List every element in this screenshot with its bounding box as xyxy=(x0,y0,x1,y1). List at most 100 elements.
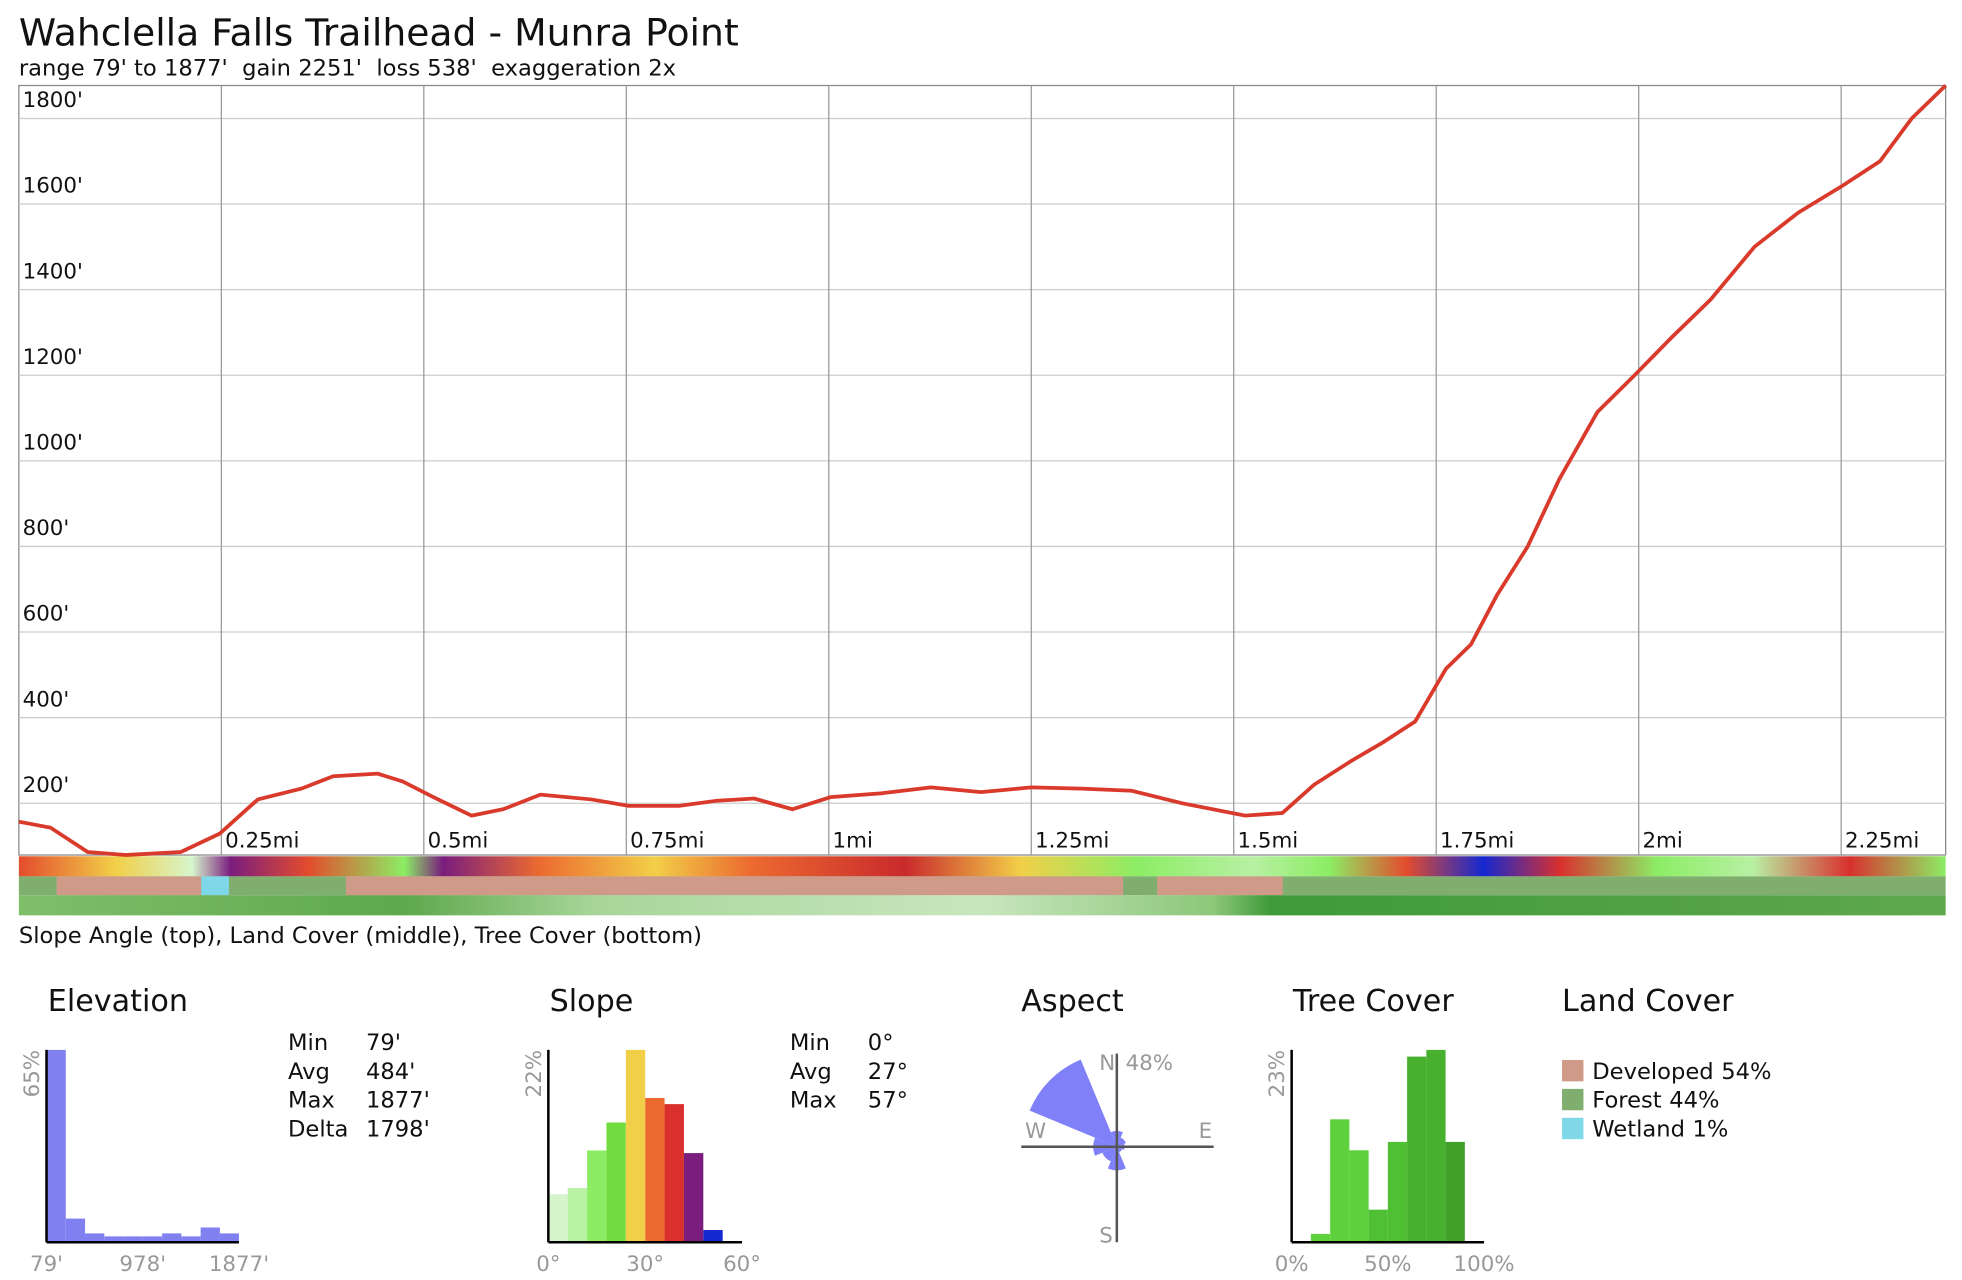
bar xyxy=(548,1194,568,1243)
stat-value: 0° xyxy=(868,1030,894,1056)
stat-name: Min xyxy=(790,1030,830,1056)
developed-segment xyxy=(1157,876,1283,896)
bar xyxy=(1368,1209,1388,1243)
y-tick-label: 22% xyxy=(522,1050,547,1097)
y-tick-label: 600' xyxy=(23,602,70,627)
elevation-line xyxy=(18,84,1947,857)
strip-caption: Slope Angle (top), Land Cover (middle), … xyxy=(19,923,702,949)
y-tick-label: 400' xyxy=(23,687,70,712)
bar xyxy=(1330,1119,1350,1243)
bar xyxy=(200,1227,220,1243)
legend-swatch xyxy=(1562,1088,1584,1111)
bar xyxy=(46,1049,66,1243)
rose-wedge xyxy=(1102,1146,1117,1162)
y-tick-label: 1200' xyxy=(23,345,83,370)
developed-segment xyxy=(56,876,202,896)
bar xyxy=(142,1236,163,1243)
y-tick-label: 1600' xyxy=(23,174,83,199)
bar xyxy=(162,1233,182,1243)
bar xyxy=(65,1218,86,1243)
x-tick-label: 1877' xyxy=(209,1252,269,1277)
bar xyxy=(181,1236,201,1243)
legend-name: Developed xyxy=(1592,1059,1713,1085)
x-tick-label: 2mi xyxy=(1642,828,1682,853)
bar xyxy=(1387,1141,1408,1243)
panel-title: Tree Cover xyxy=(1292,984,1454,1019)
legend-value: 44% xyxy=(1669,1088,1719,1114)
subtitle: range 79' to 1877' gain 2251' loss 538' … xyxy=(19,55,676,81)
compass-label: W xyxy=(1025,1119,1046,1144)
wetland-segment xyxy=(201,876,229,896)
y-tick-label: 1000' xyxy=(23,431,83,456)
rose-wedge xyxy=(1029,1059,1117,1147)
x-tick-label: 60° xyxy=(723,1252,761,1277)
bar xyxy=(1407,1056,1427,1243)
treecover-strip xyxy=(18,895,1946,916)
legend-swatch xyxy=(1562,1059,1584,1082)
y-tick-label: 1400' xyxy=(23,259,83,284)
legend-value: 1% xyxy=(1692,1117,1728,1143)
bar xyxy=(606,1122,626,1243)
y-tick-label: 65% xyxy=(20,1050,45,1097)
title: Wahclella Falls Trailhead - Munra Point xyxy=(19,10,739,54)
stat-name: Avg xyxy=(790,1059,832,1085)
x-tick-label: 30° xyxy=(626,1252,664,1277)
slope-strip xyxy=(18,856,1946,877)
bar xyxy=(1310,1233,1331,1243)
x-tick-label: 1.25mi xyxy=(1035,828,1109,853)
bar xyxy=(645,1097,665,1243)
stat-value: 57° xyxy=(868,1088,908,1114)
y-tick-label: 1800' xyxy=(23,88,83,113)
stat-name: Max xyxy=(790,1088,837,1114)
x-tick-label: 1mi xyxy=(833,828,873,853)
stat-name: Min xyxy=(288,1030,328,1056)
bar xyxy=(1349,1150,1369,1243)
stat-value: 1877' xyxy=(366,1088,430,1114)
legend-swatch xyxy=(1562,1117,1584,1140)
x-tick-label: 1.5mi xyxy=(1238,828,1299,853)
x-tick-label: 1.75mi xyxy=(1440,828,1514,853)
stat-value: 484' xyxy=(366,1059,415,1085)
x-tick-label: 0% xyxy=(1275,1252,1309,1277)
stat-name: Max xyxy=(288,1088,335,1114)
panel-title: Land Cover xyxy=(1562,984,1734,1019)
stat-value: 27° xyxy=(868,1059,908,1085)
rose-wedge xyxy=(1116,1146,1123,1153)
x-tick-label: 0° xyxy=(536,1252,560,1277)
bar xyxy=(1426,1049,1446,1243)
legend-name: Wetland xyxy=(1592,1117,1685,1143)
x-tick-label: 79' xyxy=(30,1252,63,1277)
developed-segment xyxy=(345,876,1124,896)
bar xyxy=(664,1104,684,1243)
x-tick-label: 0.25mi xyxy=(225,828,299,853)
bar xyxy=(587,1150,607,1243)
x-tick-label: 0.75mi xyxy=(630,828,704,853)
x-tick-label: 978' xyxy=(119,1252,166,1277)
compass-label: E xyxy=(1199,1119,1213,1144)
stat-value: 79' xyxy=(366,1030,401,1056)
panel-title: Slope xyxy=(550,984,634,1019)
legend-name: Forest xyxy=(1592,1088,1662,1114)
compass-label: S xyxy=(1099,1223,1113,1248)
bar xyxy=(625,1049,646,1243)
x-tick-label: 50% xyxy=(1364,1252,1411,1277)
bar xyxy=(123,1236,143,1243)
legend-value: 54% xyxy=(1721,1059,1771,1085)
radius-label: 48% xyxy=(1126,1051,1173,1076)
x-tick-label: 2.25mi xyxy=(1845,828,1919,853)
stat-name: Delta xyxy=(288,1117,348,1143)
panel-title: Aspect xyxy=(1021,984,1124,1019)
bar xyxy=(104,1236,124,1243)
plot-frame xyxy=(18,84,1947,856)
bar xyxy=(1445,1141,1465,1243)
bar xyxy=(567,1188,588,1243)
x-tick-label: 0.5mi xyxy=(428,828,489,853)
compass-label: N xyxy=(1099,1051,1115,1076)
y-tick-label: 23% xyxy=(1265,1050,1290,1097)
stat-value: 1798' xyxy=(366,1117,430,1143)
x-tick-label: 100% xyxy=(1454,1252,1515,1277)
y-tick-label: 800' xyxy=(23,516,70,541)
bar xyxy=(85,1233,105,1243)
stat-name: Avg xyxy=(288,1059,330,1085)
